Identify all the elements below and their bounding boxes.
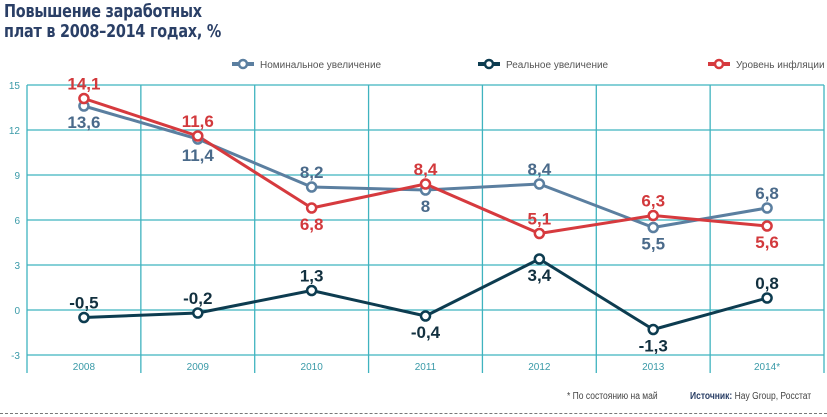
data-point (647, 209, 659, 222)
x-tick-label: 2009 (187, 362, 210, 373)
data-point (533, 253, 546, 265)
data-label: 11,6 (182, 112, 214, 131)
data-label: 8 (421, 197, 430, 216)
y-tick-label: 15 (9, 81, 21, 92)
y-tick-label: 6 (14, 216, 20, 227)
data-point (761, 220, 773, 232)
data-point (419, 178, 432, 190)
data-point (533, 227, 546, 240)
legend-label: Номинальное увеличение (260, 60, 382, 71)
data-label: 5,1 (528, 210, 552, 229)
y-tick-label: 0 (14, 306, 20, 317)
x-tick-label: 2010 (301, 362, 324, 373)
data-label: 0,8 (755, 274, 779, 293)
data-label: 3,4 (528, 266, 552, 285)
data-point (533, 178, 546, 190)
x-tick-label: 2011 (415, 362, 437, 373)
x-tick-label: 2008 (73, 362, 96, 373)
data-label: 1,3 (300, 267, 324, 286)
legend-marker (713, 58, 725, 70)
source: Источник: Hay Group, Росстат (690, 391, 811, 402)
data-point (305, 202, 318, 214)
data-label: 6,8 (300, 215, 324, 234)
data-label: -0,4 (411, 323, 441, 342)
y-tick-label: -3 (11, 351, 20, 362)
divider (0, 413, 827, 414)
y-tick-label: 9 (14, 171, 20, 182)
y-tick-label: 3 (14, 261, 20, 272)
data-label: 6,8 (755, 184, 779, 203)
data-point (761, 292, 773, 304)
x-tick-label: 2014* (754, 362, 780, 373)
data-label: 13,6 (67, 113, 100, 132)
data-label: 8,4 (528, 160, 552, 179)
data-point (761, 202, 773, 214)
data-label: -1,3 (639, 337, 668, 356)
x-tick-label: 2013 (642, 362, 665, 373)
chart-title: Повышение заработных плат в 2008–2014 го… (4, 2, 221, 42)
legend-label: Уровень инфляции (736, 59, 825, 71)
x-tick-label: 2012 (528, 362, 551, 373)
legend-marker (483, 58, 495, 70)
title-line-1: Повышение заработных (4, 1, 202, 22)
data-label: 11,4 (182, 146, 215, 165)
data-label: 5,5 (641, 235, 665, 254)
y-tick-label: 12 (9, 126, 21, 137)
source-text: Hay Group, Росстат (732, 391, 812, 402)
data-point (192, 130, 204, 142)
data-point (647, 323, 659, 336)
data-label: 5,6 (755, 233, 779, 252)
data-point (647, 221, 659, 234)
footnote: * По состоянию на май (567, 391, 658, 402)
legend-marker (237, 58, 249, 70)
data-point (305, 181, 318, 193)
data-point (192, 307, 204, 319)
source-label: Источник: (690, 391, 733, 402)
data-point (419, 310, 432, 322)
data-point (78, 92, 90, 105)
data-label: -0,5 (69, 294, 98, 313)
title-line-2: плат в 2008–2014 годах, % (4, 21, 222, 42)
data-label: -0,2 (183, 289, 212, 308)
data-label: 6,3 (641, 192, 665, 211)
data-label: 14,1 (67, 75, 100, 94)
data-point (78, 311, 90, 324)
data-point (305, 284, 318, 297)
legend-label: Реальное увеличение (506, 60, 609, 71)
data-label: 8,4 (414, 160, 438, 179)
data-label: 8,2 (300, 163, 324, 182)
